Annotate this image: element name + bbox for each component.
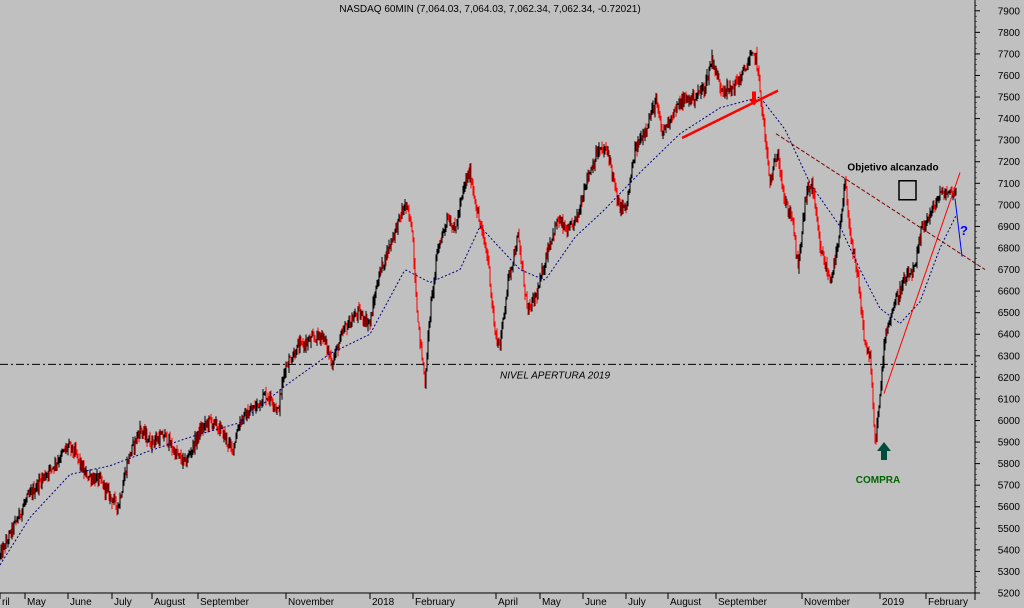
y-tick-label: 5700 (998, 481, 1021, 492)
y-tick-label: 5900 (998, 438, 1021, 449)
x-tick-label: June (585, 597, 607, 608)
y-tick-label: 7600 (998, 71, 1021, 82)
y-tick-label: 7800 (998, 28, 1021, 39)
candles-group (0, 46, 957, 561)
red-support-line (681, 89, 779, 140)
y-tick-label: 7500 (998, 93, 1021, 104)
x-tick-label: August (154, 597, 185, 608)
y-tick-label: 5600 (998, 502, 1021, 513)
y-tick-label: 5500 (998, 524, 1021, 535)
y-tick-label: 6800 (998, 243, 1021, 254)
x-tick-label: July (114, 597, 132, 608)
y-tick-label: 6300 (998, 351, 1021, 362)
y-tick-label: 6400 (998, 330, 1021, 341)
x-tick-label: August (670, 597, 701, 608)
y-tick-label: 6100 (998, 394, 1021, 405)
x-tick-label: May (27, 597, 46, 608)
x-tick-label: February (415, 597, 455, 608)
chart-title: NASDAQ 60MIN (7,064.03, 7,064.03, 7,062.… (339, 4, 640, 15)
y-tick-label: 6600 (998, 287, 1021, 298)
x-tick-label: November (288, 597, 335, 608)
y-tick-label: 6500 (998, 308, 1021, 319)
y-tick-label: 7900 (998, 6, 1021, 17)
x-tick-label: November (804, 597, 851, 608)
y-tick-label: 6700 (998, 265, 1021, 276)
y-tick-label: 7000 (998, 200, 1021, 211)
x-tick-label: ril (2, 597, 10, 608)
y-tick-label: 6000 (998, 416, 1021, 427)
y-tick-label: 5200 (998, 589, 1021, 600)
x-tick-label: July (628, 597, 646, 608)
x-tick-label: September (718, 597, 768, 608)
target-box (898, 180, 917, 201)
annotation: COMPRA (856, 475, 900, 486)
y-tick-label: 7100 (998, 179, 1021, 190)
red-down-arrow (749, 91, 759, 106)
red-uptrend-line (883, 172, 961, 394)
y-tick-label: 5400 (998, 545, 1021, 556)
annotation: ? (960, 223, 968, 238)
y-tick-label: 7200 (998, 157, 1021, 168)
x-tick-label: May (542, 597, 561, 608)
y-tick-label: 7300 (998, 136, 1021, 147)
annotation: Objetivo alcanzado (847, 162, 938, 173)
x-tick-label: September (200, 597, 250, 608)
y-tick-label: 5800 (998, 459, 1021, 470)
annotation-group: Objetivo alcanzado COMPRA? (847, 162, 968, 486)
x-tick-label: 2018 (372, 597, 395, 608)
green-up-arrow (877, 442, 891, 461)
x-tick-label: February (928, 597, 968, 608)
moving-average-line (0, 96, 957, 566)
y-tick-label: 7700 (998, 49, 1021, 60)
x-tick-label: April (498, 597, 518, 608)
overlays-group: NIVEL APERTURA 2019 (0, 89, 986, 566)
y-tick-label: 6200 (998, 373, 1021, 384)
y-tick-label: 7400 (998, 114, 1021, 125)
reference-line-label: NIVEL APERTURA 2019 (500, 370, 610, 381)
downtrend-dashed-line (775, 133, 986, 270)
x-tick-label: June (70, 597, 92, 608)
y-tick-label: 6900 (998, 222, 1021, 233)
y-tick-label: 5300 (998, 567, 1021, 578)
x-tick-label: 2019 (882, 597, 905, 608)
blue-projection-line (954, 198, 963, 257)
